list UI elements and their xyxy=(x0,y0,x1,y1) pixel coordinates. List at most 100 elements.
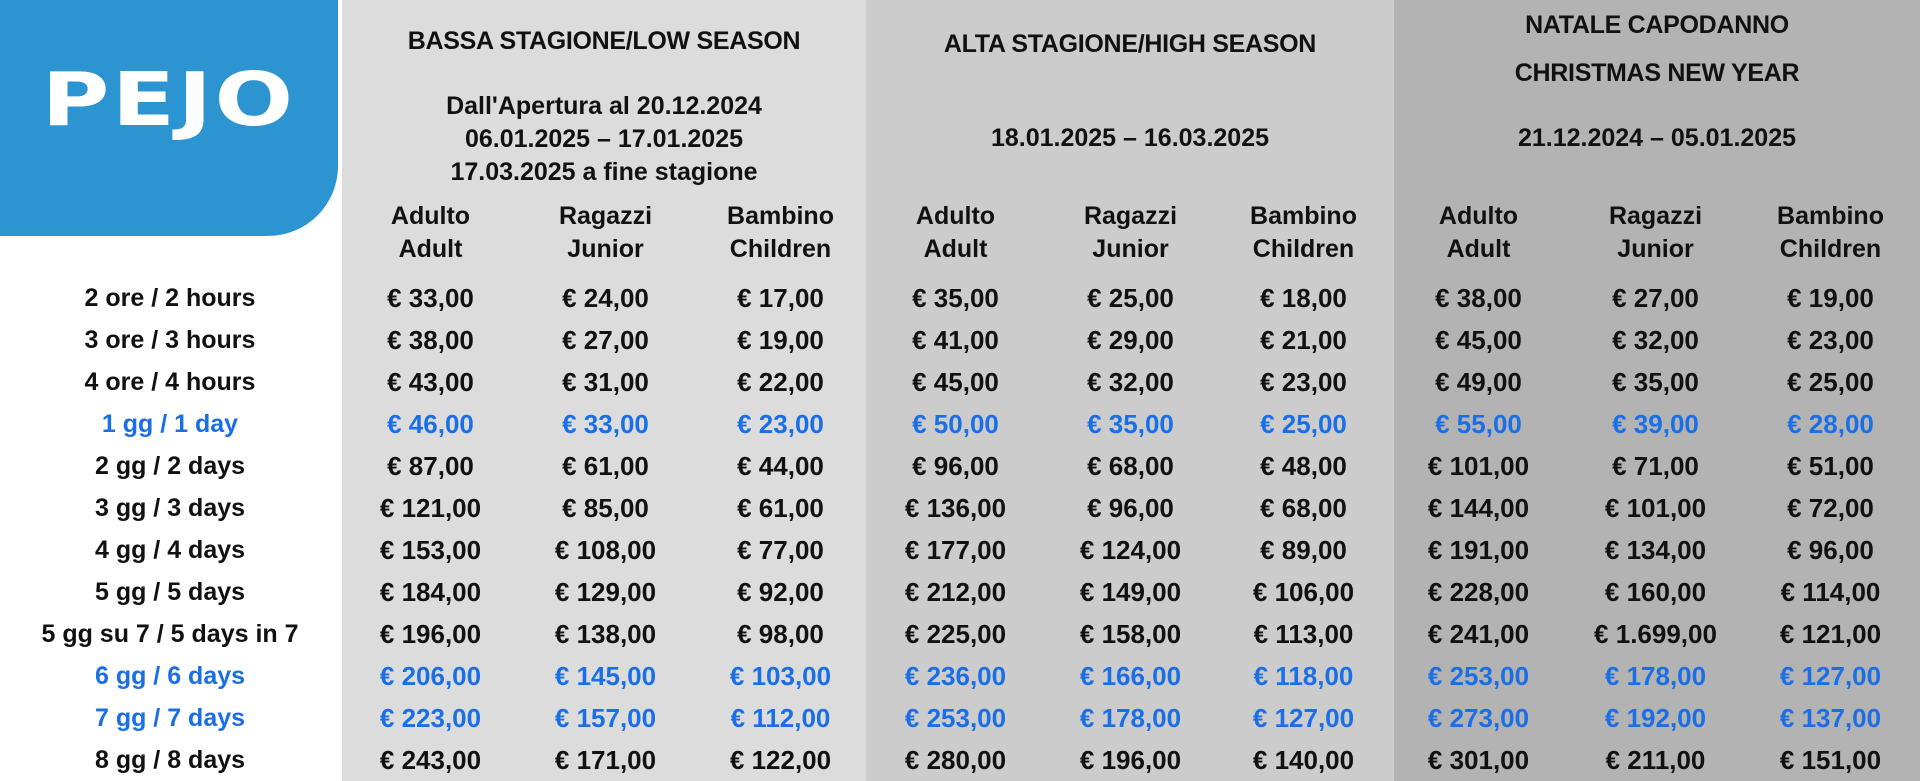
price-cell: € 160,00 xyxy=(1604,577,1707,607)
price-cell: € 137,00 xyxy=(1779,703,1882,733)
price-cell: € 61,00 xyxy=(562,451,649,481)
price-cell: € 166,00 xyxy=(1079,661,1182,691)
price-cell: € 253,00 xyxy=(904,703,1007,733)
price-cell: € 121,00 xyxy=(1779,619,1882,649)
price-cell: € 273,00 xyxy=(1427,703,1530,733)
duration-label: 2 ore / 2 hours xyxy=(84,284,256,312)
season-title: BASSA STAGIONE/LOW SEASON xyxy=(407,27,801,55)
column-header: Bambino Children xyxy=(727,202,834,263)
price-cell: € 61,00 xyxy=(737,493,824,523)
price-cell: € 87,00 xyxy=(387,451,474,481)
price-cell: € 24,00 xyxy=(562,283,649,313)
column-header: Ragazzi Junior xyxy=(1608,202,1703,263)
duration-label: 7 gg / 7 days xyxy=(94,704,246,732)
season-high: ALTA STAGIONE/HIGH SEASON 18.01.2025 – 1… xyxy=(866,0,1394,781)
price-cell: € 184,00 xyxy=(379,577,482,607)
price-cell: € 33,00 xyxy=(562,409,649,439)
price-cell: € 38,00 xyxy=(387,325,474,355)
price-cell: € 101,00 xyxy=(1427,451,1530,481)
price-cell: € 17,00 xyxy=(737,283,824,313)
price-cell: € 243,00 xyxy=(379,745,482,775)
price-cell: € 241,00 xyxy=(1427,619,1530,649)
pejo-logo: PEJO xyxy=(0,0,338,236)
duration-label: 3 ore / 3 hours xyxy=(84,326,256,354)
price-cell: € 108,00 xyxy=(554,535,657,565)
price-cell: € 48,00 xyxy=(1260,451,1347,481)
duration-label: 6 gg / 6 days xyxy=(94,662,246,690)
season-title-en: CHRISTMAS NEW YEAR xyxy=(1514,59,1800,87)
price-cell: € 25,00 xyxy=(1087,283,1174,313)
price-cell: € 118,00 xyxy=(1253,661,1354,691)
column-header: Adulto Adult xyxy=(915,202,996,263)
price-cell: € 106,00 xyxy=(1252,577,1355,607)
price-cell: € 96,00 xyxy=(1787,535,1874,565)
price-cell: € 22,00 xyxy=(737,367,824,397)
price-cell: € 144,00 xyxy=(1427,493,1530,523)
price-cell: € 49,00 xyxy=(1435,367,1522,397)
price-cell: € 44,00 xyxy=(737,451,824,481)
price-cell: € 101,00 xyxy=(1604,493,1707,523)
price-cell: € 45,00 xyxy=(912,367,999,397)
price-cell: € 23,00 xyxy=(1787,325,1874,355)
price-cell: € 19,00 xyxy=(737,325,824,355)
price-cell: € 41,00 xyxy=(912,325,999,355)
price-cell: € 1.699,00 xyxy=(1594,619,1717,649)
price-cell: € 138,00 xyxy=(554,619,657,649)
price-cell: € 68,00 xyxy=(1260,493,1347,523)
price-cell: € 178,00 xyxy=(1079,703,1182,733)
price-cell: € 280,00 xyxy=(904,745,1007,775)
season-dates: Dall'Apertura al 20.12.2024 06.01.2025 –… xyxy=(446,92,762,186)
price-cell: € 225,00 xyxy=(904,619,1007,649)
price-cell: € 301,00 xyxy=(1427,745,1530,775)
column-header: Adulto Adult xyxy=(1438,202,1519,263)
price-cell: € 171,00 xyxy=(554,745,657,775)
price-cell: € 39,00 xyxy=(1612,409,1699,439)
price-cell: € 98,00 xyxy=(737,619,824,649)
price-cell: € 23,00 xyxy=(1260,367,1347,397)
price-cell: € 25,00 xyxy=(1787,367,1874,397)
price-cell: € 35,00 xyxy=(912,283,999,313)
price-cell: € 122,00 xyxy=(729,745,832,775)
duration-label: 4 gg / 4 days xyxy=(94,536,246,564)
duration-labels: 2 ore / 2 hours 3 ore / 3 hours 4 ore / 4 … xyxy=(0,277,340,781)
price-cell: € 29,00 xyxy=(1087,325,1174,355)
season-title: NATALE CAPODANNO xyxy=(1525,11,1789,39)
price-cell: € 129,00 xyxy=(554,577,657,607)
price-cell: € 127,00 xyxy=(1779,661,1882,691)
price-cell: € 177,00 xyxy=(904,535,1007,565)
price-cell: € 27,00 xyxy=(1612,283,1699,313)
column-header: Adulto Adult xyxy=(390,202,471,263)
column-header: Ragazzi Junior xyxy=(558,202,653,263)
price-cell: € 96,00 xyxy=(912,451,999,481)
price-cell: € 71,00 xyxy=(1612,451,1699,481)
price-cell: € 192,00 xyxy=(1604,703,1707,733)
duration-label: 5 gg su 7 / 5 days in 7 xyxy=(41,620,299,648)
season-christmas: NATALE CAPODANNO CHRISTMAS NEW YEAR 21.1… xyxy=(1394,0,1920,781)
duration-label: 2 gg / 2 days xyxy=(94,452,246,480)
price-cell: € 112,00 xyxy=(730,703,831,733)
column-header: Bambino Children xyxy=(1250,202,1357,263)
price-cell: € 35,00 xyxy=(1612,367,1699,397)
price-cell: € 32,00 xyxy=(1612,325,1699,355)
duration-label: 4 ore / 4 hours xyxy=(84,368,256,396)
price-cell: € 114,00 xyxy=(1780,577,1881,607)
price-cell: € 153,00 xyxy=(379,535,482,565)
duration-label: 3 gg / 3 days xyxy=(94,494,246,522)
price-cell: € 46,00 xyxy=(387,409,474,439)
price-cell: € 18,00 xyxy=(1260,283,1347,313)
price-cell: € 140,00 xyxy=(1252,745,1355,775)
price-cell: € 89,00 xyxy=(1260,535,1347,565)
price-cell: € 228,00 xyxy=(1427,577,1530,607)
price-cell: € 212,00 xyxy=(904,577,1007,607)
price-cell: € 121,00 xyxy=(379,493,482,523)
price-cell: € 178,00 xyxy=(1604,661,1707,691)
price-cell: € 21,00 xyxy=(1260,325,1347,355)
price-cell: € 206,00 xyxy=(379,661,482,691)
duration-label: 8 gg / 8 days xyxy=(94,746,246,774)
season-dates: 21.12.2024 – 05.01.2025 xyxy=(1517,124,1797,152)
price-cell: € 223,00 xyxy=(379,703,482,733)
price-cell: € 113,00 xyxy=(1253,619,1354,649)
price-cell: € 50,00 xyxy=(912,409,999,439)
season-low: BASSA STAGIONE/LOW SEASON Dall'Apertura … xyxy=(342,0,866,781)
price-cell: € 31,00 xyxy=(562,367,649,397)
